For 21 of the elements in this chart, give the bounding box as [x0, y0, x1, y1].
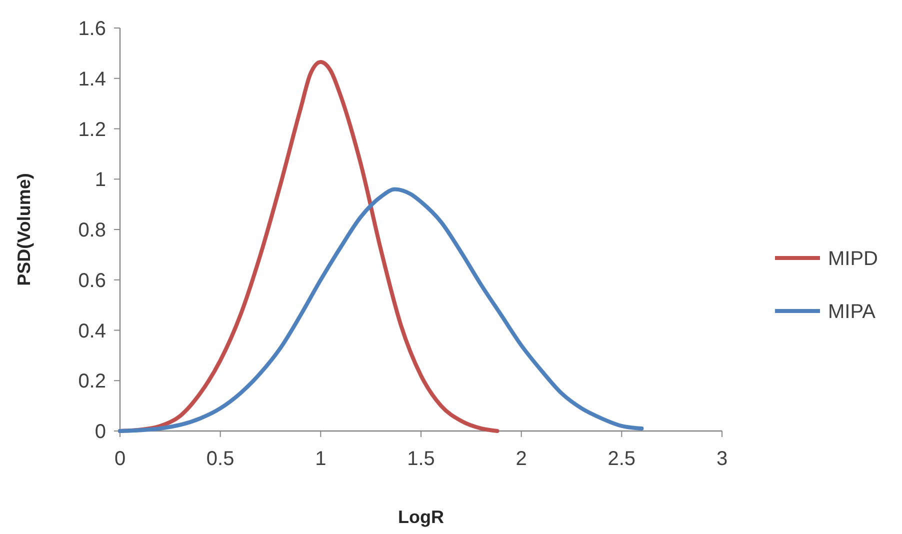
y-tick-label: 1.6	[78, 18, 106, 40]
x-tick-label: 3	[716, 448, 728, 470]
y-tick-label: 0	[94, 421, 106, 443]
y-tick-label: 0.4	[78, 320, 106, 342]
x-axis-title: LogR	[398, 507, 444, 527]
y-tick-label: 1.2	[78, 118, 106, 141]
legend-label: MIPD	[828, 248, 878, 270]
y-tick-label: 0.2	[78, 370, 106, 393]
legend-label: MIPA	[828, 301, 876, 323]
x-tick-label: 0.5	[206, 448, 234, 470]
y-axis-title: PSD(Volume)	[14, 173, 34, 286]
x-tick-label: 2.5	[608, 448, 636, 470]
x-tick-label: 1.5	[407, 448, 435, 470]
y-tick-label: 1.4	[78, 68, 106, 90]
y-tick-label: 1	[94, 169, 106, 192]
x-tick-label: 2	[516, 448, 527, 470]
y-tick-label: 0.6	[78, 270, 106, 292]
y-tick-label: 0.8	[78, 220, 106, 242]
x-tick-label: 1	[315, 448, 326, 470]
line-series	[118, 187, 644, 433]
x-tick-label: 0	[114, 448, 126, 470]
